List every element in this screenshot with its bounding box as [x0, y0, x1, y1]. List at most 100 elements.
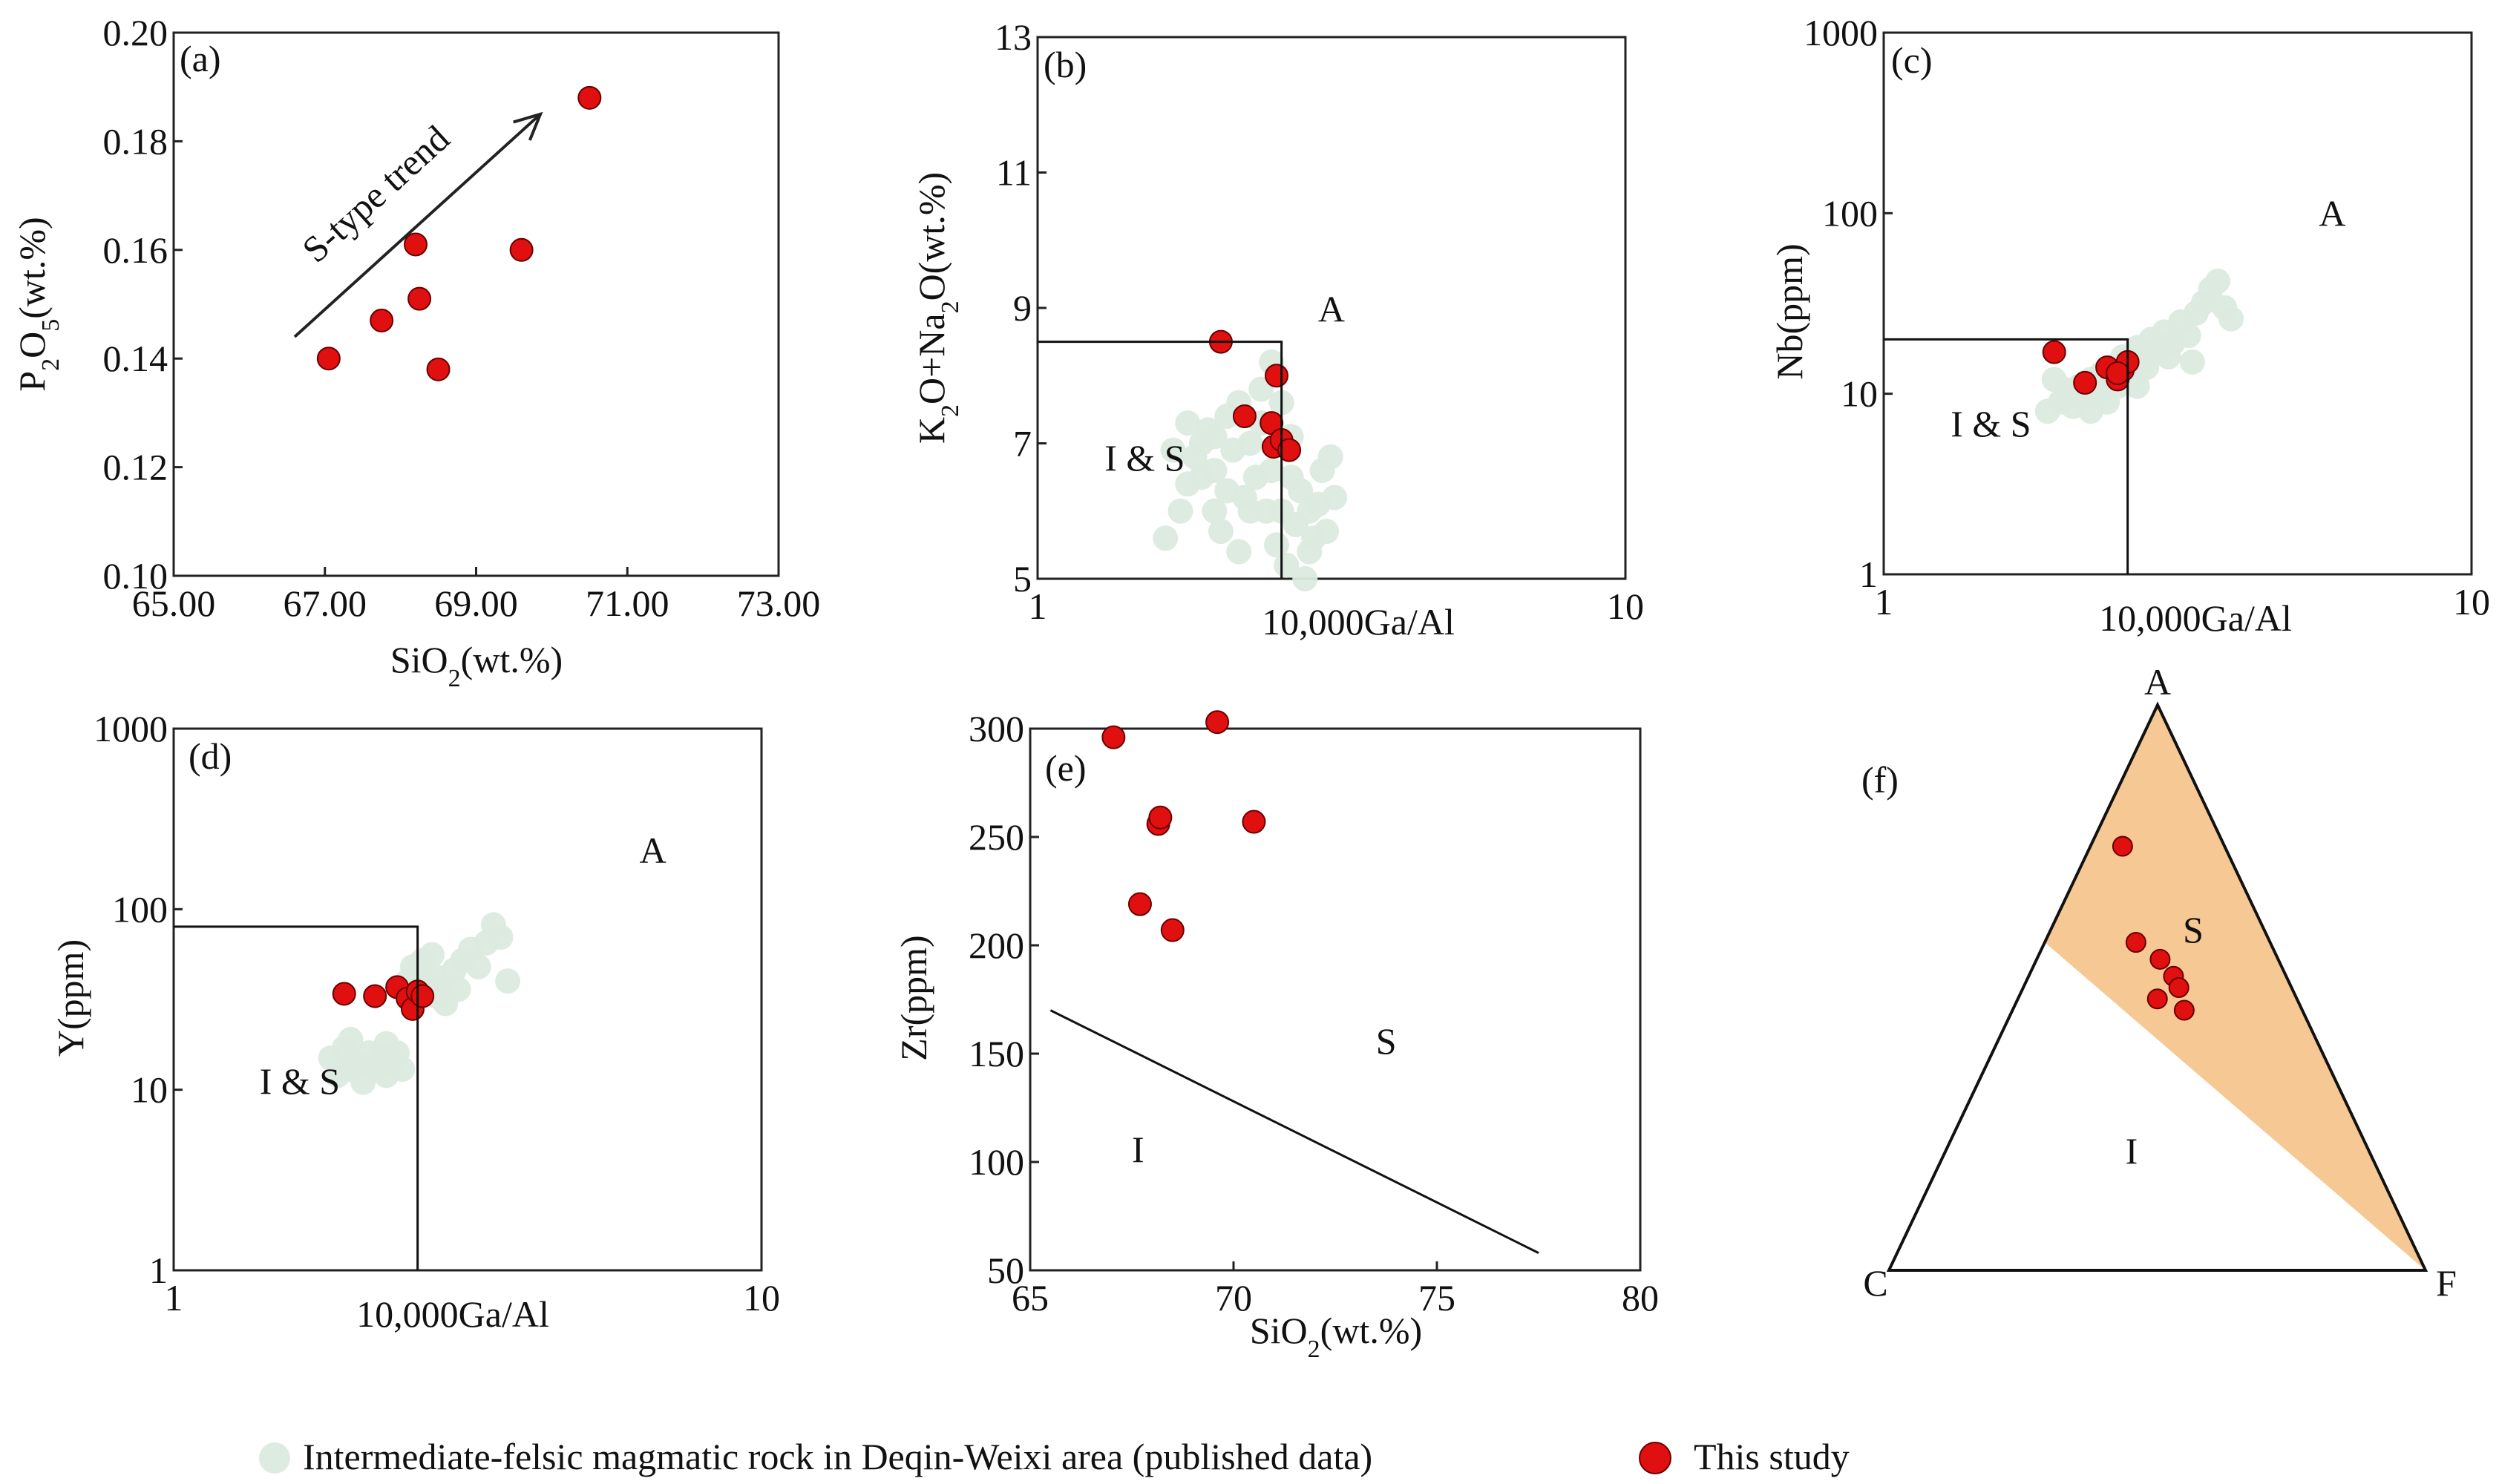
this-study-data-point: [1242, 810, 1266, 834]
y-tick-label: 0.12: [103, 447, 168, 488]
y-tick-label: 100: [112, 888, 168, 930]
y-tick-label: 200: [969, 925, 1024, 966]
published-data-point: [1208, 519, 1234, 545]
plot-frame: [172, 727, 763, 1272]
y-tick-label: 0.16: [103, 229, 168, 271]
y-tick-label: 0.20: [103, 12, 168, 53]
legend: Intermediate-felsic magmatic rock in Deq…: [259, 1436, 1850, 1477]
published-data-point: [1153, 525, 1179, 551]
this-study-data-point: [1101, 725, 1126, 749]
this-study-data-point: [1264, 364, 1288, 388]
y-tick-label: 1: [149, 1250, 168, 1291]
this-study-data-point: [370, 308, 394, 332]
published-data-point: [2205, 269, 2231, 295]
y-tick-label: 300: [969, 708, 1024, 749]
published-data-point: [1288, 478, 1314, 504]
published-data-point: [2218, 306, 2244, 332]
panel-d: 1 10 1 10 100 1000 A I & S (d) 10,000Ga/Al Y(p…: [50, 708, 780, 1335]
panel-a: 65.00 67.00 69.00 71.00 73.00 0.10 0.12 0.14 0.1…: [11, 12, 820, 692]
y-tick-label: 11: [996, 152, 1032, 194]
s-type-trend-label: S-type trend: [294, 117, 457, 271]
x-tick-label: 10: [743, 1277, 780, 1319]
x-tick-label: 80: [1622, 1277, 1659, 1319]
published-data-point: [2155, 344, 2181, 370]
this-study-data-point: [2146, 988, 2168, 1010]
y-tick-label: 100: [969, 1141, 1024, 1183]
published-data-point: [1259, 458, 1285, 483]
published-data-point: [2175, 323, 2201, 349]
x-axis-label: 10,000Ga/Al: [2099, 597, 2292, 639]
x-axis-label: SiO2(wt.%): [1250, 1310, 1422, 1363]
published-data-point: [419, 942, 445, 968]
plot-frame: [172, 31, 780, 577]
panel-label: (f): [1861, 759, 1899, 801]
published-data-point: [1292, 566, 1318, 591]
published-data-point: [465, 953, 491, 979]
region-label-s: S: [2183, 909, 2204, 951]
x-tick-label: 73.00: [737, 582, 821, 624]
published-data-point: [1202, 424, 1228, 450]
plot-frame: [1882, 31, 2473, 576]
region-label: A: [1318, 288, 1345, 329]
published-data-point: [338, 1026, 364, 1052]
ternary-vertex-label: A: [2144, 661, 2171, 703]
published-data-point: [1274, 552, 1300, 578]
panel-label: (b): [1044, 44, 1087, 85]
this-study-data-point: [2173, 999, 2195, 1021]
discrimination-boundary: [1049, 1009, 1539, 1254]
x-axis-label: 10,000Ga/Al: [1262, 601, 1455, 643]
this-study-data-point: [2042, 340, 2066, 364]
y-tick-label: 10: [1841, 373, 1878, 415]
this-study-data-point: [2168, 977, 2190, 998]
region-label: I & S: [1951, 403, 2031, 444]
y-tick-label: 7: [1013, 423, 1032, 464]
published-data-point: [1175, 410, 1201, 436]
y-tick-label: 13: [995, 16, 1032, 58]
y-axis-label: Y(ppm): [50, 939, 91, 1057]
published-data-point: [1226, 539, 1252, 565]
region-label: A: [2319, 193, 2345, 234]
this-study-data-point: [426, 357, 451, 381]
this-study-data-point: [2125, 932, 2146, 953]
y-tick-label: 5: [1013, 558, 1032, 600]
region-label: A: [640, 830, 666, 871]
x-tick-label: 10: [2453, 581, 2490, 623]
published-data-point: [1263, 532, 1289, 558]
this-study-data-point: [404, 232, 428, 257]
x-tick-label: 10: [1607, 585, 1644, 627]
this-study-data-point: [316, 347, 341, 371]
x-tick-label: 1: [165, 1277, 183, 1319]
region-label: I & S: [1104, 437, 1185, 479]
x-tick-label: 1: [1875, 581, 1893, 623]
this-study-data-point: [1127, 892, 1152, 916]
region-label: I: [1132, 1129, 1144, 1170]
legend-label-this-study: This study: [1694, 1436, 1850, 1477]
x-tick-label: 65: [1012, 1277, 1049, 1319]
published-data-point: [390, 1056, 416, 1082]
panel-label: (c): [1891, 39, 1933, 81]
x-tick-label: 75: [1418, 1277, 1455, 1319]
published-data-point: [488, 925, 514, 951]
ternary-vertex-label: F: [2436, 1262, 2457, 1304]
legend-marker-this-study: [1639, 1442, 1671, 1474]
published-data-point: [1322, 485, 1348, 510]
y-tick-label: 1: [1859, 554, 1878, 595]
published-data-point: [1314, 519, 1340, 545]
y-tick-label: 0.10: [103, 555, 168, 597]
y-tick-label: 0.14: [103, 338, 168, 379]
published-data-point: [373, 1031, 399, 1057]
y-tick-label: 250: [969, 816, 1024, 858]
y-axis-label: P2O5(wt.%): [11, 217, 65, 391]
x-tick-label: 69.00: [434, 582, 518, 624]
this-study-data-point: [2073, 370, 2097, 395]
this-study-data-point: [1277, 438, 1302, 462]
discrimination-boundary: [1038, 341, 1283, 579]
region-label: S: [1376, 1020, 1397, 1062]
panel-b: 1 10 5 7 9 11 13 A I & S (b) 10,000Ga/Al K2O+Na…: [911, 16, 1644, 643]
y-tick-label: 100: [1822, 192, 1878, 234]
x-tick-label: 65.00: [132, 582, 216, 624]
this-study-data-point: [407, 286, 432, 311]
x-axis-label: 10,000Ga/Al: [356, 1293, 549, 1335]
panel-label: (e): [1045, 747, 1087, 789]
